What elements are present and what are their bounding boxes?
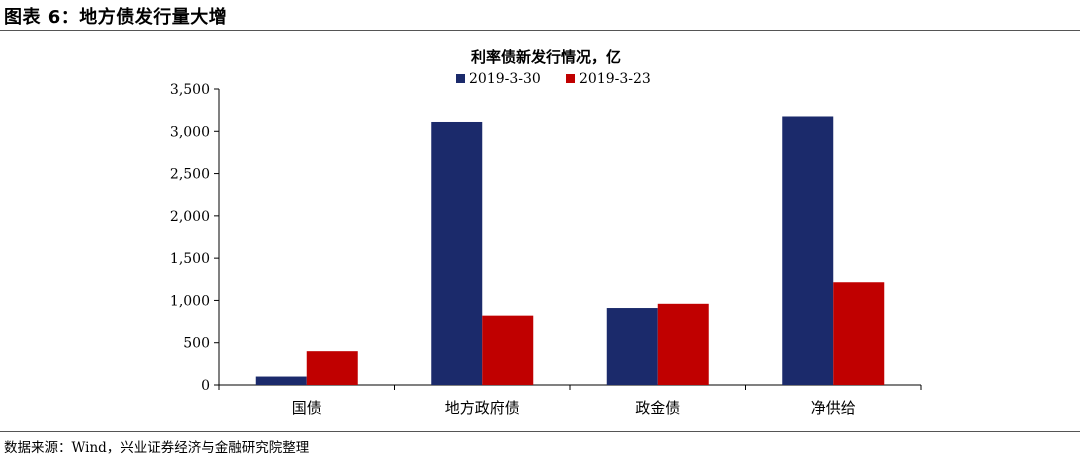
y-tick-label: 1,500 (170, 251, 210, 267)
chart-title: 利率债新发行情况，亿 (471, 48, 621, 66)
x-tick-label: 地方政府债 (445, 399, 520, 417)
bar (431, 121, 483, 386)
bar (782, 116, 834, 385)
x-tick-label: 国债 (292, 399, 322, 417)
y-tick-label: 500 (183, 336, 210, 352)
bar (833, 282, 885, 385)
y-tick-label: 2,000 (170, 209, 210, 225)
y-tick-label: 2,500 (170, 167, 210, 183)
bar (255, 376, 307, 385)
legend-swatch (566, 74, 575, 83)
y-tick-label: 3,000 (170, 124, 210, 140)
chart-container: 利率债新发行情况，亿 2019-3-30 2019-3-23 0 500 1,000 1… (0, 31, 1080, 431)
x-tick-label: 政金债 (635, 399, 680, 417)
bar (482, 315, 534, 385)
bar-chart: 利率债新发行情况，亿 2019-3-30 2019-3-23 0 500 1,000 1… (170, 48, 922, 417)
plot-area: 0 500 1,000 1,500 2,000 2,500 3,000 3,500 国债 地方政府… (170, 82, 922, 417)
figure-title: 图表 6：地方债发行量大增 (4, 7, 228, 28)
bar (606, 308, 658, 385)
y-tick-label: 1,000 (170, 293, 210, 309)
figure-source: 数据来源：Wind，兴业证券经济与金融研究院整理 (4, 440, 310, 456)
bar (657, 303, 709, 385)
y-tick-label: 0 (201, 378, 210, 394)
y-tick-label: 3,500 (170, 82, 210, 98)
legend-swatch (456, 74, 465, 83)
legend-label: 2019-3-30 (469, 71, 541, 87)
bar (306, 351, 358, 385)
figure-footer: 数据来源：Wind，兴业证券经济与金融研究院整理 (0, 431, 1080, 457)
x-tick-label: 净供给 (811, 399, 856, 417)
figure-header: 图表 6：地方债发行量大增 (0, 0, 1080, 31)
legend-label: 2019-3-23 (579, 71, 651, 87)
chart-legend: 2019-3-30 2019-3-23 (456, 71, 651, 87)
